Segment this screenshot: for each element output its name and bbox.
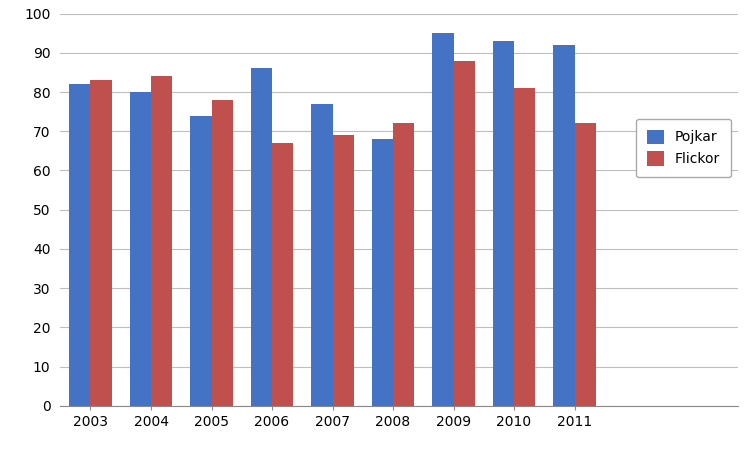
- Bar: [151, 76, 172, 406]
- Bar: [69, 84, 90, 406]
- Bar: [393, 124, 414, 406]
- Bar: [372, 139, 393, 406]
- Bar: [191, 115, 212, 406]
- Bar: [90, 80, 111, 406]
- Bar: [272, 143, 293, 406]
- Bar: [130, 92, 151, 406]
- Bar: [212, 100, 233, 406]
- Bar: [333, 135, 354, 406]
- Bar: [514, 88, 535, 406]
- Bar: [311, 104, 333, 406]
- Bar: [553, 45, 575, 406]
- Legend: Pojkar, Flickor: Pojkar, Flickor: [636, 119, 731, 177]
- Bar: [575, 124, 596, 406]
- Bar: [251, 69, 272, 406]
- Bar: [493, 41, 514, 406]
- Bar: [432, 33, 453, 406]
- Bar: [453, 60, 474, 406]
